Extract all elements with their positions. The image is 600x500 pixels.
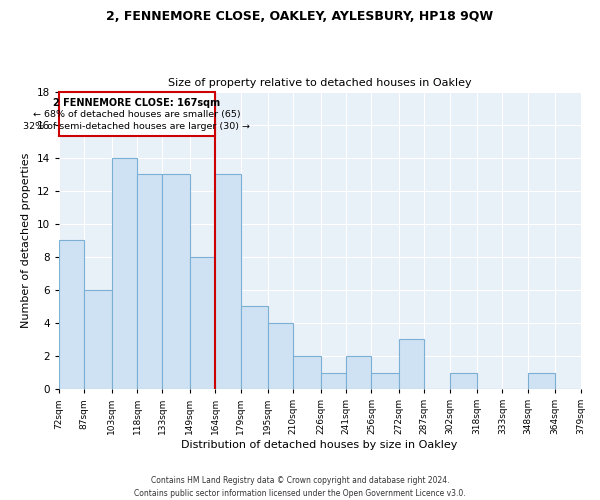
Bar: [449, 372, 477, 389]
Bar: [85, 290, 112, 389]
Text: Contains HM Land Registry data © Crown copyright and database right 2024.
Contai: Contains HM Land Registry data © Crown c…: [134, 476, 466, 498]
Text: 32% of semi-detached houses are larger (30) →: 32% of semi-detached houses are larger (…: [23, 122, 250, 131]
Bar: [528, 372, 555, 389]
Bar: [59, 92, 215, 136]
Bar: [320, 372, 346, 389]
Bar: [190, 257, 215, 389]
Text: ← 68% of detached houses are smaller (65): ← 68% of detached houses are smaller (65…: [33, 110, 241, 118]
Bar: [346, 356, 371, 389]
Bar: [371, 372, 398, 389]
Bar: [398, 340, 424, 389]
Y-axis label: Number of detached properties: Number of detached properties: [21, 152, 31, 328]
Title: Size of property relative to detached houses in Oakley: Size of property relative to detached ho…: [168, 78, 472, 88]
Bar: [293, 356, 320, 389]
Bar: [215, 174, 241, 389]
Bar: [137, 174, 163, 389]
Text: 2 FENNEMORE CLOSE: 167sqm: 2 FENNEMORE CLOSE: 167sqm: [53, 98, 221, 108]
Bar: [112, 158, 137, 389]
X-axis label: Distribution of detached houses by size in Oakley: Distribution of detached houses by size …: [181, 440, 458, 450]
Text: 2, FENNEMORE CLOSE, OAKLEY, AYLESBURY, HP18 9QW: 2, FENNEMORE CLOSE, OAKLEY, AYLESBURY, H…: [106, 10, 494, 23]
Bar: [163, 174, 190, 389]
Bar: [59, 240, 85, 389]
Bar: [241, 306, 268, 389]
Bar: [268, 323, 293, 389]
